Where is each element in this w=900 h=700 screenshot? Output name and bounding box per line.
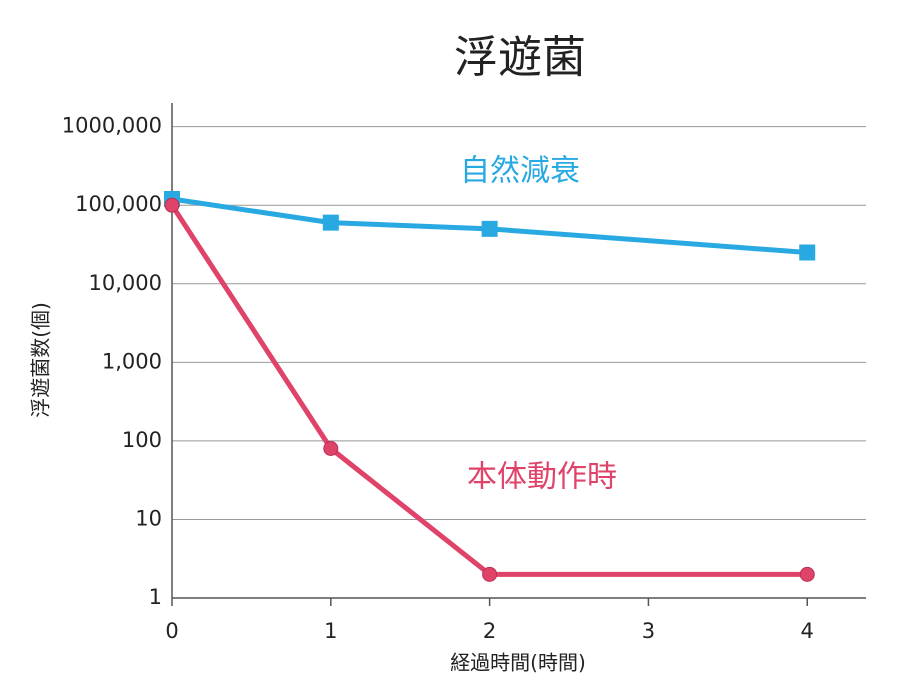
y-tick-label: 1,000	[102, 349, 162, 373]
x-tick-label: 1	[324, 619, 337, 643]
y-tick-label: 100,000	[75, 192, 162, 216]
marker	[482, 566, 498, 582]
series-label: 自然減衰	[460, 154, 580, 189]
series-line	[171, 196, 808, 255]
x-tick-label: 2	[483, 619, 496, 643]
marker	[322, 214, 339, 231]
marker	[323, 440, 339, 456]
series-line	[169, 203, 808, 577]
marker	[799, 566, 815, 582]
y-tick-label: 1000,000	[62, 114, 162, 138]
y-tick-label: 1	[149, 585, 162, 609]
y-axis-label: 浮遊菌数(個)	[29, 302, 53, 418]
x-tick-label: 3	[642, 619, 655, 643]
y-tick-label: 10,000	[89, 271, 162, 295]
x-axis-label: 経過時間(時間)	[450, 651, 586, 675]
series-label: 本体動作時	[467, 460, 617, 495]
marker	[799, 244, 816, 261]
x-tick-label: 0	[165, 619, 178, 643]
marker	[164, 197, 180, 213]
y-tick-label: 100	[122, 428, 162, 452]
x-tick-label: 4	[801, 619, 814, 643]
y-tick-label: 10	[135, 506, 162, 530]
marker	[481, 220, 498, 237]
chart-title: 浮遊菌	[454, 32, 586, 83]
